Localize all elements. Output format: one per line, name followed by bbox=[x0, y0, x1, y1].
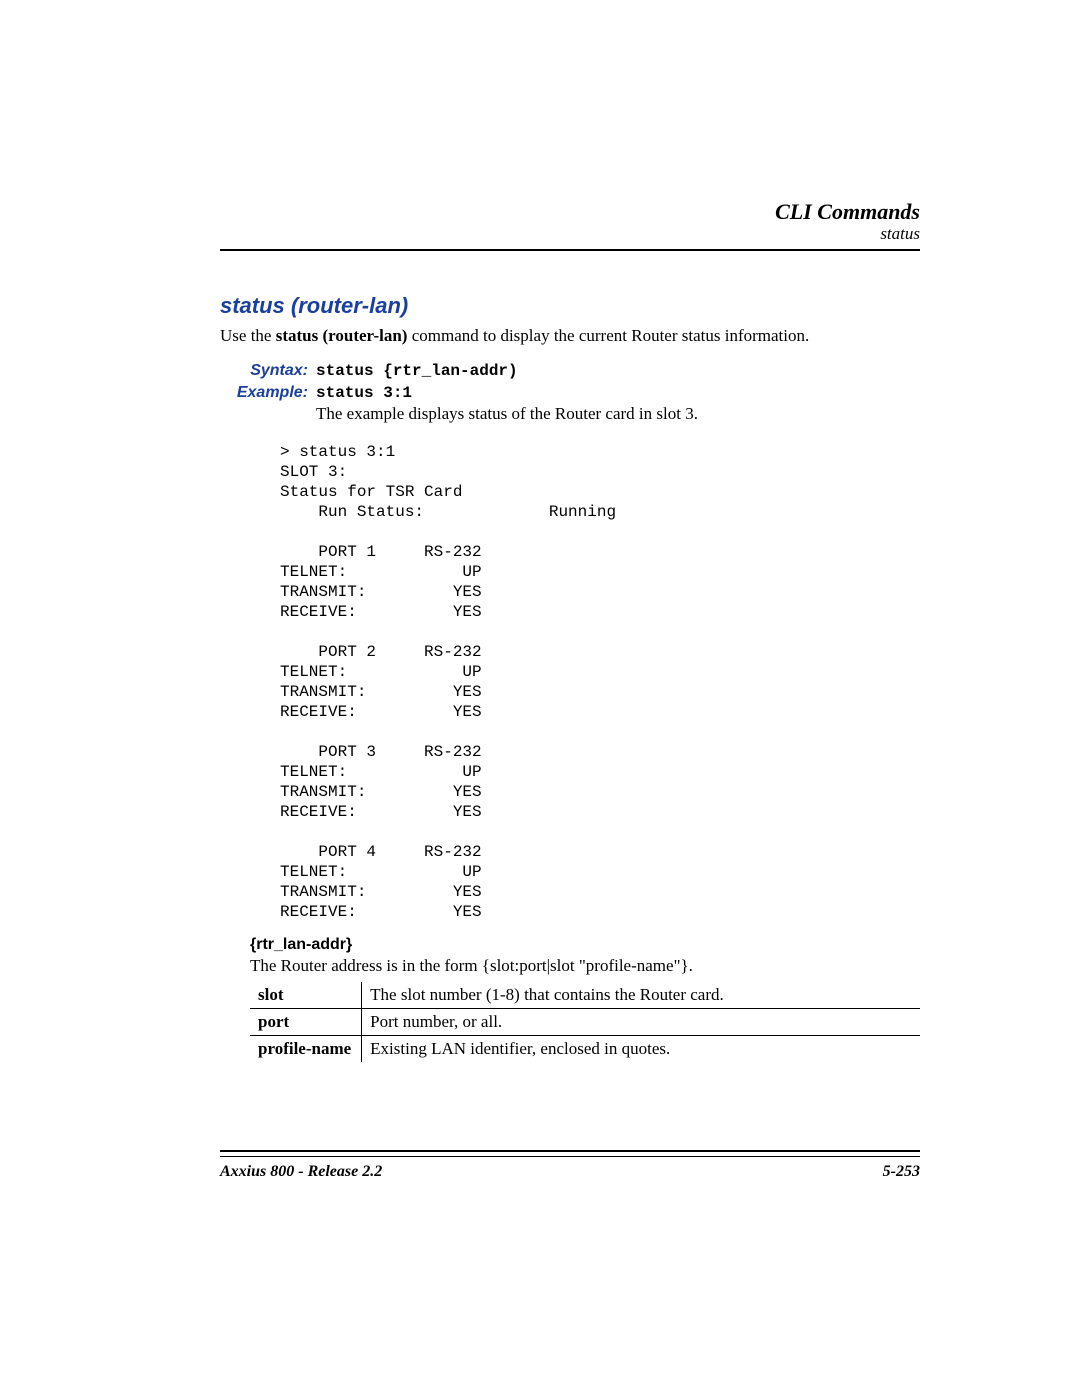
param-key: slot bbox=[250, 982, 362, 1009]
footer-rule-thin bbox=[220, 1156, 920, 1157]
param-heading: {rtr_lan-addr} bbox=[250, 936, 920, 954]
footer-rule-thick bbox=[220, 1150, 920, 1152]
param-key: port bbox=[250, 1008, 362, 1035]
syntax-code: status {rtr_lan-addr) bbox=[316, 362, 518, 380]
header-title: CLI Commands bbox=[220, 200, 920, 224]
footer-right: 5-253 bbox=[883, 1163, 920, 1181]
intro-bold: status (router-lan) bbox=[276, 326, 408, 345]
example-code: status 3:1 bbox=[316, 384, 412, 402]
param-val: Port number, or all. bbox=[362, 1008, 920, 1035]
intro-prefix: Use the bbox=[220, 326, 276, 345]
syntax-label: Syntax: bbox=[220, 362, 308, 380]
intro-suffix: command to display the current Router st… bbox=[407, 326, 809, 345]
footer-left: Axxius 800 - Release 2.2 bbox=[220, 1163, 382, 1181]
terminal-output: > status 3:1 SLOT 3: Status for TSR Card… bbox=[280, 442, 920, 922]
example-label: Example: bbox=[220, 384, 308, 402]
header-rule bbox=[220, 249, 920, 251]
param-key: profile-name bbox=[250, 1035, 362, 1062]
param-table: slot The slot number (1-8) that contains… bbox=[250, 982, 920, 1062]
table-row: slot The slot number (1-8) that contains… bbox=[250, 982, 920, 1009]
header-subtitle: status bbox=[220, 224, 920, 244]
section-title: status (router-lan) bbox=[220, 293, 920, 319]
param-val: Existing LAN identifier, enclosed in quo… bbox=[362, 1035, 920, 1062]
param-desc: The Router address is in the form {slot:… bbox=[250, 956, 920, 976]
section-intro: Use the status (router-lan) command to d… bbox=[220, 325, 920, 348]
table-row: profile-name Existing LAN identifier, en… bbox=[250, 1035, 920, 1062]
example-desc: The example displays status of the Route… bbox=[316, 404, 920, 424]
table-row: port Port number, or all. bbox=[250, 1008, 920, 1035]
param-val: The slot number (1-8) that contains the … bbox=[362, 982, 920, 1009]
